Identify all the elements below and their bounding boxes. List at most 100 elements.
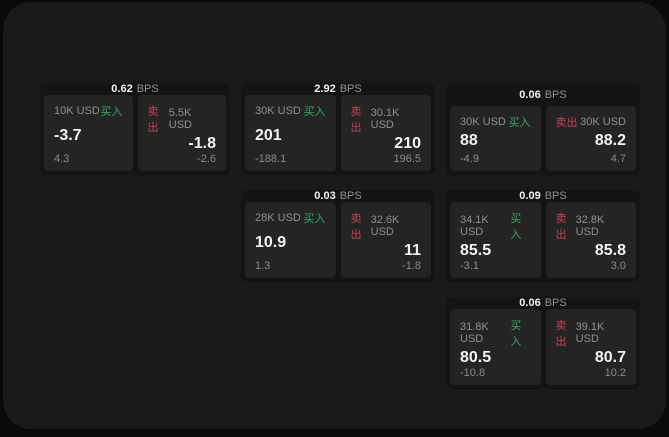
- sell-amount: 39.1K USD: [575, 321, 605, 345]
- buy-amount: 31.8K USD: [460, 321, 489, 345]
- sell-price: 85.8: [594, 242, 626, 259]
- buy-label-row: 30K USD 买入: [255, 103, 326, 119]
- quote-card: 0.06 BPS 30K USD 买入 88 -4.9 卖出 30K USD 8…: [446, 83, 640, 175]
- buy-price: 88: [460, 132, 478, 150]
- buy-label-row: 30K USD 买入: [460, 114, 531, 130]
- buy-price: 80.5: [460, 349, 492, 366]
- quote-card-body: 31.8K USD 买入 80.5 -10.8 卖出 39.1K USD 80.…: [446, 309, 640, 389]
- bps-value: 0.06: [519, 297, 541, 309]
- sell-panel[interactable]: 卖出 32.8K USD 85.8 3.0: [545, 202, 636, 279]
- buy-label-row: 34.1K USD 买入: [460, 210, 531, 242]
- sell-label-row: 卖出 32.8K USD: [556, 210, 627, 242]
- bps-unit: BPS: [544, 88, 567, 101]
- buy-price: 10.9: [255, 234, 287, 251]
- buy-sub-value: 4.3: [54, 153, 70, 166]
- bps-value: 0.09: [519, 190, 541, 202]
- bps-header: 0.09 BPS: [446, 190, 640, 202]
- bps-header: 2.92 BPS: [241, 83, 435, 95]
- sell-label-row: 卖出 30.1K USD: [351, 103, 422, 135]
- bps-value: 0.62: [111, 83, 133, 95]
- bps-unit: BPS: [339, 190, 362, 202]
- bps-header: 0.06 BPS: [446, 83, 640, 106]
- sell-side-label: 卖出: [147, 106, 159, 134]
- sell-sub-value: 4.7: [610, 152, 626, 165]
- sell-sub-value: 3.0: [610, 260, 626, 273]
- sell-amount: 32.8K USD: [575, 214, 605, 238]
- bps-header: 0.06 BPS: [446, 297, 640, 309]
- sell-panel[interactable]: 卖出 39.1K USD 80.7 10.2: [545, 309, 636, 386]
- quote-card: 0.03 BPS 28K USD 买入 10.9 1.3 卖出 32.6K US…: [241, 190, 435, 282]
- sell-price: -1.8: [188, 135, 216, 152]
- sell-price: 80.7: [594, 349, 626, 366]
- buy-amount: 10K USD: [54, 105, 100, 117]
- sell-sub-value: 10.2: [604, 367, 626, 380]
- buy-sub-value: -188.1: [255, 153, 287, 166]
- sell-label-row: 卖出 32.6K USD: [351, 210, 422, 242]
- sell-price: 210: [394, 135, 421, 152]
- buy-price: 201: [255, 127, 282, 144]
- sell-label-row: 卖出 30K USD: [556, 114, 627, 130]
- sell-label-row: 卖出 5.5K USD: [148, 103, 217, 135]
- bps-unit: BPS: [339, 83, 362, 95]
- bps-unit: BPS: [544, 297, 567, 309]
- buy-panel[interactable]: 34.1K USD 买入 85.5 -3.1: [450, 202, 541, 279]
- quote-card-body: 28K USD 买入 10.9 1.3 卖出 32.6K USD 11 -1.8: [241, 202, 435, 282]
- sell-label-row: 卖出 39.1K USD: [556, 317, 627, 349]
- buy-price: -3.7: [54, 127, 82, 144]
- quote-card-body: 10K USD 买入 -3.7 4.3 卖出 5.5K USD -1.8 -2.…: [40, 95, 230, 175]
- sell-panel[interactable]: 卖出 30K USD 88.2 4.7: [545, 106, 636, 171]
- sell-price: 11: [404, 242, 421, 259]
- quote-card-body: 30K USD 买入 201 -188.1 卖出 30.1K USD 210 1…: [241, 95, 435, 175]
- bps-value: 2.92: [314, 83, 336, 95]
- buy-side-label: 买入: [510, 213, 522, 241]
- quote-card: 2.92 BPS 30K USD 买入 201 -188.1 卖出 30.1K …: [241, 83, 435, 175]
- sell-panel[interactable]: 卖出 5.5K USD -1.8 -2.6: [137, 95, 226, 172]
- buy-panel[interactable]: 30K USD 买入 201 -188.1: [245, 95, 336, 172]
- buy-amount: 34.1K USD: [460, 214, 489, 238]
- sell-amount: 30K USD: [580, 116, 626, 128]
- sell-side-label: 卖出: [555, 213, 567, 241]
- bps-header: 0.03 BPS: [241, 190, 435, 202]
- sell-sub-value: -2.6: [197, 153, 216, 166]
- buy-side-label: 买入: [303, 106, 326, 118]
- sell-sub-value: -1.8: [402, 260, 421, 273]
- buy-side-label: 买入: [510, 320, 522, 348]
- quote-cards-grid: 0.62 BPS 10K USD 买入 -3.7 4.3 卖出 5.5K USD…: [40, 83, 640, 389]
- sell-panel[interactable]: 卖出 30.1K USD 210 196.5: [340, 95, 431, 172]
- buy-amount: 30K USD: [460, 116, 506, 128]
- sell-amount: 5.5K USD: [168, 107, 192, 131]
- sell-amount: 30.1K USD: [370, 107, 400, 131]
- quote-card: 0.09 BPS 34.1K USD 买入 85.5 -3.1 卖出 32.8K…: [446, 190, 640, 282]
- sell-sub-value: 196.5: [393, 153, 421, 166]
- bps-unit: BPS: [136, 83, 159, 95]
- buy-label-row: 10K USD 买入: [54, 103, 123, 119]
- buy-panel[interactable]: 31.8K USD 买入 80.5 -10.8: [450, 309, 541, 386]
- sell-price: 88.2: [594, 132, 626, 150]
- sell-panel[interactable]: 卖出 32.6K USD 11 -1.8: [340, 202, 431, 279]
- sell-side-label: 卖出: [555, 320, 567, 348]
- buy-amount: 28K USD: [255, 212, 301, 224]
- quote-card: 0.06 BPS 31.8K USD 买入 80.5 -10.8 卖出 39.1…: [446, 297, 640, 389]
- quote-card-body: 34.1K USD 买入 85.5 -3.1 卖出 32.8K USD 85.8…: [446, 202, 640, 282]
- buy-price: 85.5: [460, 242, 492, 259]
- buy-panel[interactable]: 30K USD 买入 88 -4.9: [450, 106, 541, 171]
- sell-amount: 32.6K USD: [370, 214, 400, 238]
- buy-side-label: 买入: [303, 213, 326, 225]
- sell-side-label: 卖出: [350, 106, 362, 134]
- bps-value: 0.06: [519, 88, 541, 101]
- buy-sub-value: -4.9: [460, 152, 479, 165]
- buy-sub-value: 1.3: [255, 260, 271, 273]
- sell-side-label: 卖出: [350, 213, 362, 241]
- buy-amount: 30K USD: [255, 105, 301, 117]
- bps-value: 0.03: [314, 190, 336, 202]
- sell-side-label: 卖出: [555, 117, 578, 129]
- buy-side-label: 买入: [508, 117, 531, 129]
- buy-label-row: 28K USD 买入: [255, 210, 326, 226]
- buy-panel[interactable]: 10K USD 买入 -3.7 4.3: [44, 95, 133, 172]
- buy-sub-value: -10.8: [460, 367, 486, 380]
- buy-label-row: 31.8K USD 买入: [460, 317, 531, 349]
- quote-card: 0.62 BPS 10K USD 买入 -3.7 4.3 卖出 5.5K USD…: [40, 83, 230, 175]
- quote-card-body: 30K USD 买入 88 -4.9 卖出 30K USD 88.2 4.7: [446, 106, 640, 175]
- buy-panel[interactable]: 28K USD 买入 10.9 1.3: [245, 202, 336, 279]
- buy-side-label: 买入: [100, 106, 123, 118]
